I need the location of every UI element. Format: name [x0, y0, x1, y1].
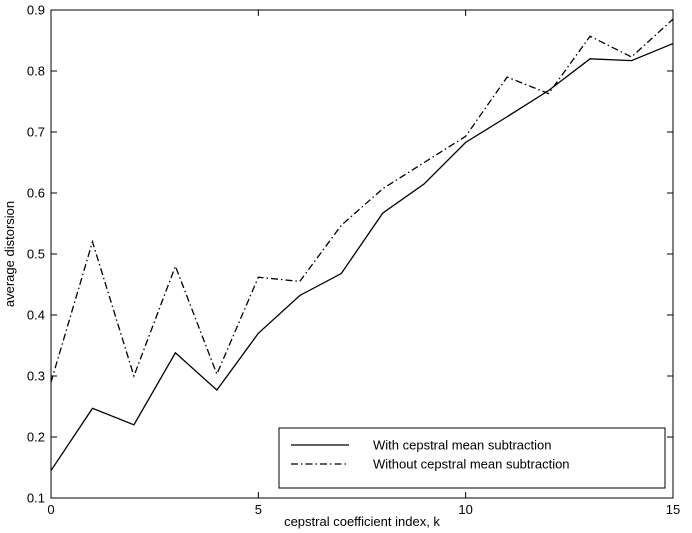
y-tick-label: 0.6: [27, 186, 45, 201]
y-tick-label: 0.3: [27, 369, 45, 384]
series-lines: [50, 18, 674, 471]
x-tick-label: 15: [666, 502, 680, 517]
series-line-2: [50, 18, 674, 383]
y-tick-label: 0.5: [27, 247, 45, 262]
plot-area: [50, 9, 674, 499]
legend: With cepstral mean subtraction Without ce…: [278, 427, 666, 489]
y-tick-label: 0.8: [27, 64, 45, 79]
y-tick-label: 0.7: [27, 125, 45, 140]
x-tick-label: 5: [255, 502, 262, 517]
legend-label-2: Without cepstral mean subtraction: [373, 457, 570, 472]
y-tick-label: 0.2: [27, 430, 45, 445]
series-line-1: [50, 42, 674, 471]
y-tick-label: 0.4: [27, 308, 45, 323]
legend-label-1: With cepstral mean subtraction: [373, 438, 551, 453]
y-tick-label: 0.9: [27, 3, 45, 18]
x-axis-label: cepstral coefficient index, k: [284, 514, 440, 529]
x-tick-label: 10: [458, 502, 472, 517]
axis-ticks: 0 5 10 15 0.1 0.2 0.3 0.4 0.5 0.6 0.7 0.8 0.9: [27, 3, 680, 518]
y-axis-label: average distorsion: [2, 201, 17, 307]
x-tick-label: 0: [47, 502, 54, 517]
y-tick-label: 0.1: [27, 491, 45, 506]
legend-box: [278, 427, 666, 489]
